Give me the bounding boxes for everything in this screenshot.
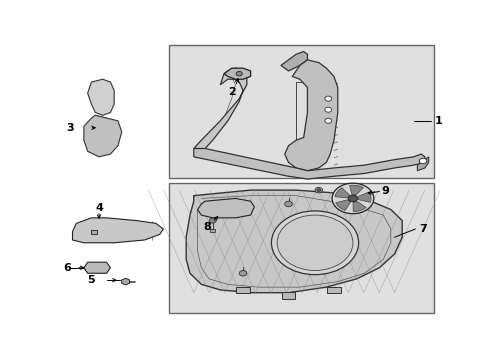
Circle shape	[314, 187, 322, 193]
Polygon shape	[197, 198, 254, 218]
Circle shape	[284, 201, 292, 207]
Bar	[169, 183, 433, 314]
Bar	[169, 45, 433, 177]
Polygon shape	[284, 60, 337, 171]
Polygon shape	[193, 68, 246, 149]
Circle shape	[239, 270, 246, 276]
Polygon shape	[72, 218, 163, 243]
Circle shape	[324, 118, 331, 123]
Circle shape	[271, 211, 358, 275]
Polygon shape	[280, 51, 307, 71]
Circle shape	[324, 96, 331, 101]
Bar	[281, 292, 295, 299]
Polygon shape	[122, 278, 129, 285]
Text: 1: 1	[433, 116, 441, 126]
Polygon shape	[224, 68, 250, 79]
Text: 8: 8	[203, 222, 210, 232]
Circle shape	[324, 107, 331, 112]
Bar	[236, 287, 249, 293]
Circle shape	[418, 158, 426, 164]
Circle shape	[209, 218, 216, 223]
Bar	[326, 287, 340, 293]
Circle shape	[236, 72, 242, 76]
Text: 6: 6	[63, 263, 71, 273]
Polygon shape	[87, 79, 114, 115]
Text: 7: 7	[418, 224, 426, 234]
Text: 4: 4	[95, 203, 103, 213]
Polygon shape	[349, 185, 363, 195]
Polygon shape	[357, 192, 370, 202]
Bar	[210, 229, 215, 232]
Polygon shape	[84, 115, 122, 157]
Polygon shape	[193, 149, 424, 179]
Polygon shape	[335, 200, 350, 211]
Circle shape	[331, 183, 373, 214]
Bar	[91, 230, 97, 234]
Circle shape	[316, 189, 320, 192]
Text: 5: 5	[87, 275, 95, 285]
Polygon shape	[186, 190, 401, 293]
Polygon shape	[416, 157, 428, 171]
Text: 2: 2	[227, 87, 235, 97]
Polygon shape	[352, 201, 366, 212]
Text: 9: 9	[381, 186, 388, 196]
Polygon shape	[334, 188, 349, 198]
Polygon shape	[84, 262, 110, 273]
Text: 3: 3	[67, 123, 74, 133]
Circle shape	[277, 215, 352, 270]
Circle shape	[347, 195, 357, 202]
